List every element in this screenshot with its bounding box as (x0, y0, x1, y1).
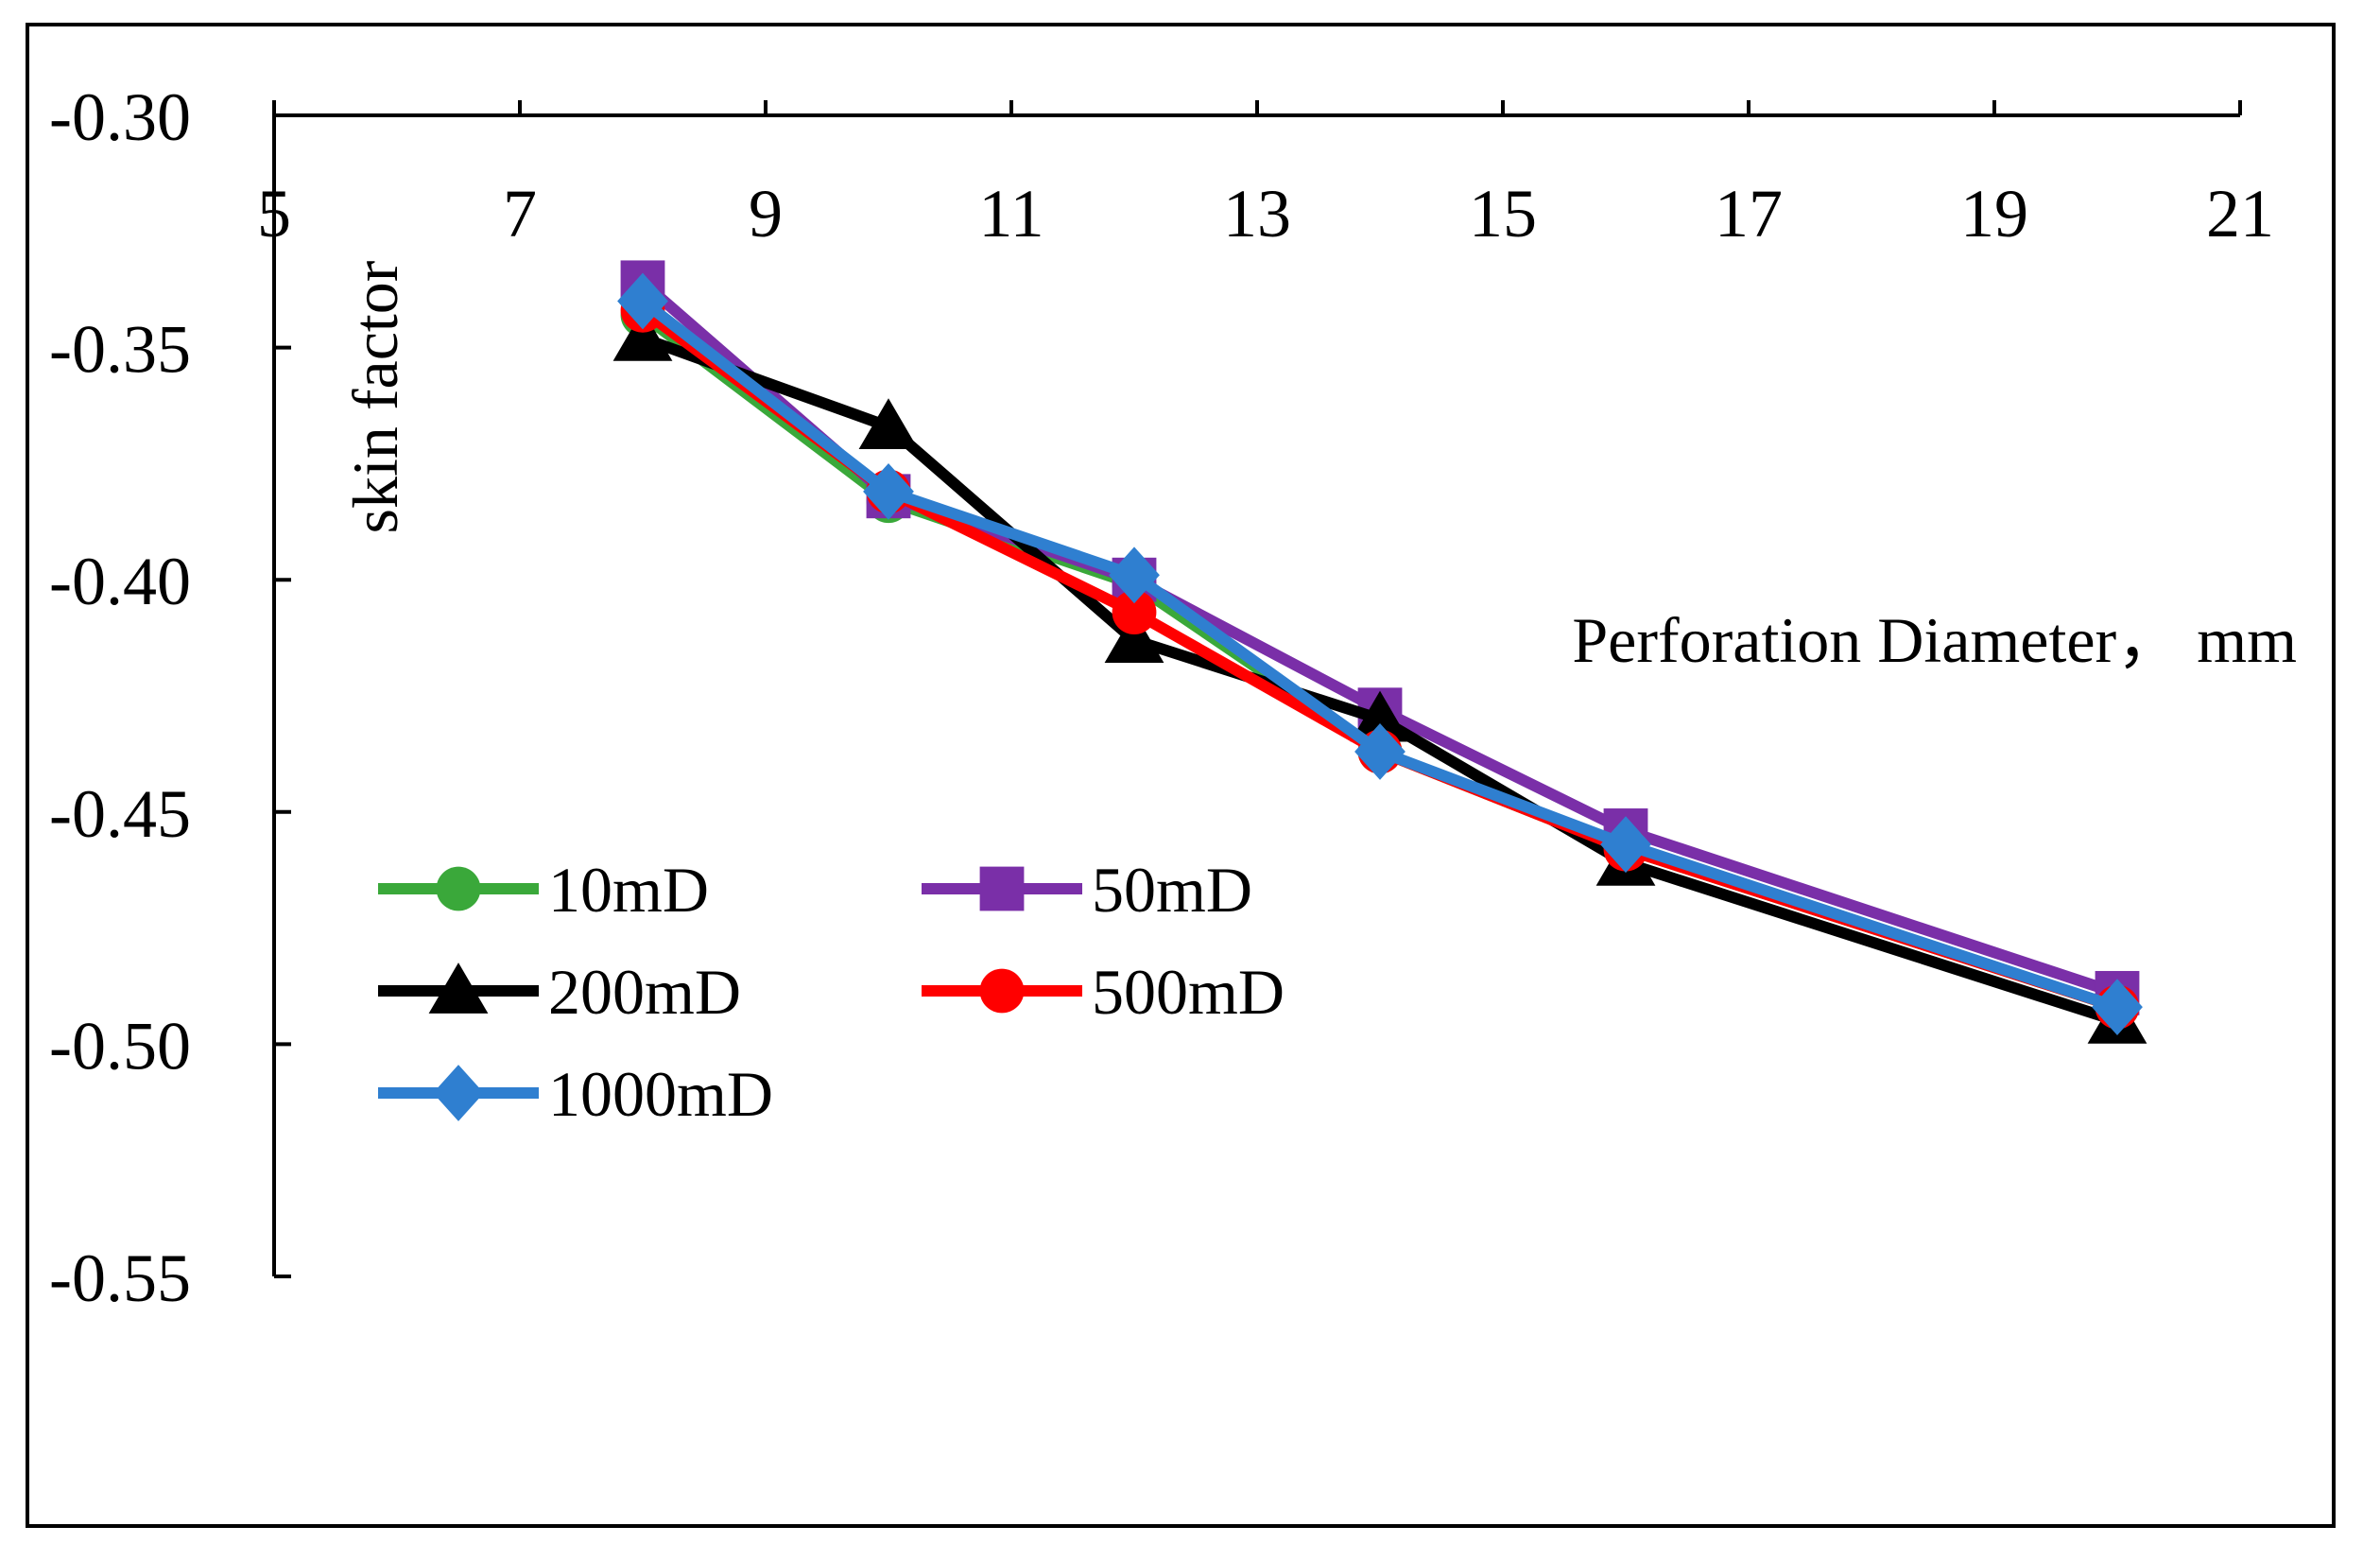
data-point-200mD (1104, 612, 1164, 663)
axes: 5 7 9 11 13 15 17 19 21 -0.30 -0.35 -0.40 -0.45 -0.50… (49, 79, 2274, 1316)
legend-item-50mD: 50mD (922, 854, 1252, 926)
legend-swatch-marker (979, 866, 1025, 911)
legend-label: 200mD (548, 956, 741, 1028)
legend-swatch-marker (428, 963, 489, 1014)
legend-label: 10mD (548, 854, 709, 926)
data-point-1000mD (1354, 723, 1406, 780)
legend-item-10mD: 10mD (378, 854, 709, 926)
data-point-200mD (1350, 690, 1410, 742)
figure-border (26, 23, 2336, 1528)
y-tick-label: -0.30 (49, 79, 191, 155)
legend-swatch-marker (433, 1065, 484, 1121)
data-point-200mD (858, 398, 919, 450)
x-tick-label: 13 (1223, 176, 1291, 251)
legend-label: 50mD (1092, 854, 1252, 926)
data-point-500mD (1112, 590, 1157, 634)
x-tick-label: 11 (978, 176, 1043, 251)
series-layer (612, 260, 2147, 1044)
legend-label: 500mD (1092, 956, 1285, 1028)
series-200mD (612, 309, 2147, 1044)
x-tick-label: 5 (257, 176, 291, 251)
legend-swatch-marker (436, 866, 481, 911)
data-point-200mD (612, 309, 673, 361)
legend-item-500mD: 500mD (922, 956, 1285, 1028)
legend-swatch-marker (979, 968, 1025, 1014)
x-tick-label: 15 (1469, 176, 1537, 251)
data-point-1000mD (1600, 816, 1651, 874)
y-tick-label: -0.45 (49, 776, 191, 852)
data-point-1000mD (2092, 979, 2143, 1036)
data-point-1000mD (863, 462, 914, 520)
data-point-1000mD (617, 272, 668, 330)
legend-label: 1000mD (548, 1058, 773, 1130)
y-tick-label: -0.40 (49, 544, 191, 619)
x-tick-label: 9 (749, 176, 783, 251)
y-axis-title: skin factor (339, 260, 411, 533)
x-tick-label: 19 (1960, 176, 2028, 251)
data-point-1000mD (1109, 546, 1160, 604)
legend-item-1000mD: 1000mD (378, 1058, 773, 1130)
y-tick-label: -0.55 (49, 1240, 191, 1316)
y-tick-label: -0.35 (49, 312, 191, 388)
series-line-1000mD (639, 296, 2119, 1013)
y-tick-label: -0.50 (49, 1008, 191, 1084)
x-tick-label: 7 (503, 176, 537, 251)
x-axis-title: Perforation Diameter， mm (1572, 604, 2297, 676)
legend-item-200mD: 200mD (378, 956, 741, 1028)
x-tick-label: 17 (1715, 176, 1783, 251)
x-tick-label: 21 (2206, 176, 2274, 251)
legend: 10mD 50mD 200mD 500mD 1000mD (378, 854, 1285, 1130)
series-1000mD (617, 272, 2143, 1036)
